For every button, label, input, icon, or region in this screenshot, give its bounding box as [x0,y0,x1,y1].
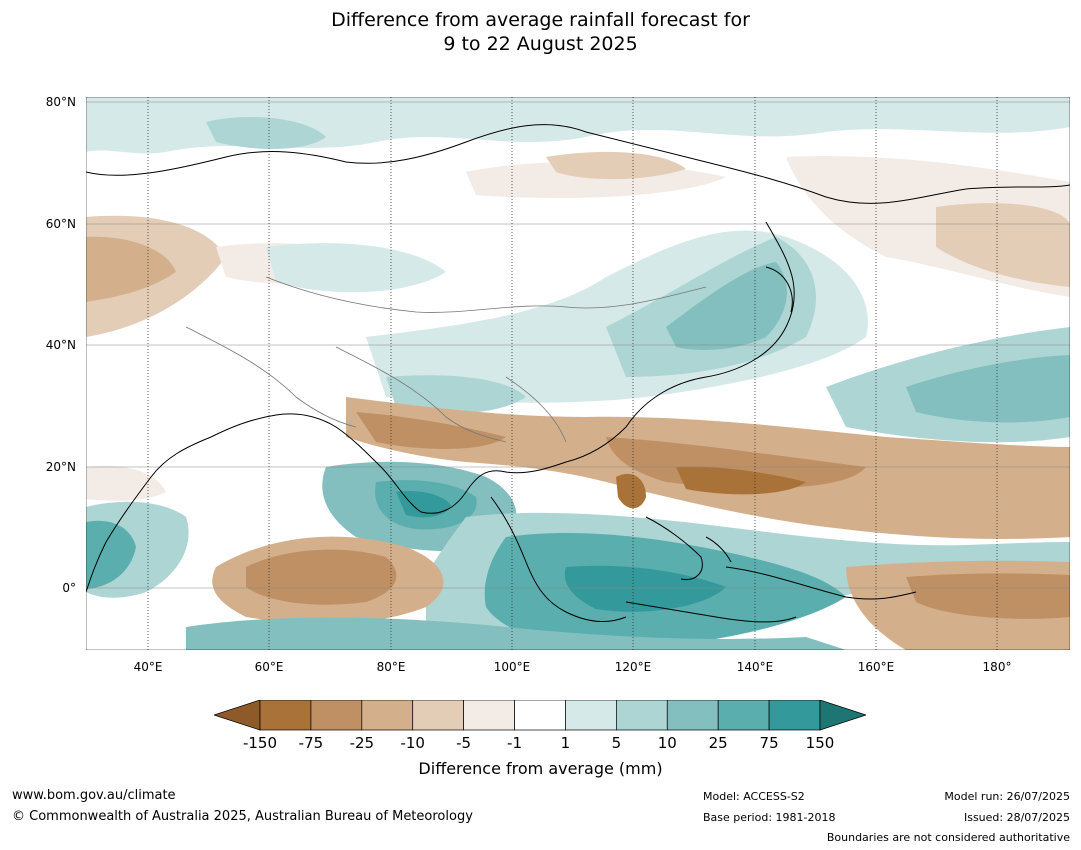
colorbar-segment [259,699,312,731]
colorbar-tick-label: -5 [456,734,472,752]
graticule [86,101,1070,589]
lat-label-60n: 60°N [45,217,76,231]
colorbar-tick-label: -75 [298,734,324,752]
region-wet-north [86,97,1070,154]
colorbar-graphic [212,699,868,731]
colorbar [212,699,868,734]
colorbar-segment [565,699,617,731]
copyright-text: © Commonwealth of Australia 2025, Austra… [12,809,473,824]
lat-label-20n: 20°N [45,460,76,474]
region-wet-africa [86,520,136,589]
colorbar-tick-label: -150 [242,734,278,752]
lon-label-100e: 100°E [493,660,531,674]
model-run-date: Model run: 26/07/2025 [944,790,1070,803]
region-wet-central-asia [266,243,446,293]
region-wet-tibet [386,375,526,414]
title-line-1: Difference from average rainfall forecas… [331,9,750,31]
region-dry-arabia [86,465,166,501]
region-wet-arctic-1 [206,117,326,149]
colorbar-title: Difference from average (mm) [418,759,663,778]
region-dry-philippine-sea-2 [616,473,646,509]
colorbar-segment [463,699,515,731]
lon-label-160e: 160°E [857,660,895,674]
colorbar-segment [616,699,668,731]
base-period: Base period: 1981-2018 [703,811,836,824]
region-wet-maritime-3 [564,565,726,612]
colorbar-tick-label: 25 [708,734,728,752]
colorbar-tick-label: 5 [611,734,622,752]
colorbar-segment [717,699,770,731]
region-dry-west-2 [86,236,176,302]
colorbar-tick-label: 10 [657,734,677,752]
region-wet-pacific-2 [906,355,1070,423]
colorbar-segment [514,699,566,731]
region-dry-south-pacific-2 [906,573,1070,619]
colorbar-extend-low [212,699,261,731]
colorbar-tick-label: -25 [349,734,375,752]
lat-label-80n: 80°N [45,95,76,109]
colorbar-tick-label: -10 [400,734,425,752]
region-dry-subtropical-3 [606,437,866,489]
colorbar-segment [361,699,414,731]
lon-label-80e: 80°E [376,660,406,674]
meridians [147,97,998,650]
colorbar-segment [310,699,363,731]
map-title: Difference from average rainfall forecas… [0,8,1081,56]
region-wet-east-asia-3 [666,262,787,350]
issued-date: Issued: 28/07/2025 [963,811,1070,824]
region-dry-philippine-sea [676,466,806,495]
website-link[interactable]: www.bom.gov.au/climate [12,788,176,803]
lat-label-40n: 40°N [45,338,76,352]
title-line-2: 9 to 22 August 2025 [443,33,638,55]
coastlines [86,124,1070,623]
rainfall-map [86,97,1070,650]
colorbar-extend-high [819,699,868,731]
region-dry-south-indian-2 [246,549,397,605]
map-canvas [86,97,1070,650]
colorbar-segment [768,699,821,731]
lon-label-60e: 60°E [254,660,284,674]
lon-label-140e: 140°E [736,660,774,674]
region-dry-north-2 [546,151,686,180]
boundaries-disclaimer: Boundaries are not considered authoritat… [826,831,1070,844]
colorbar-segment [412,699,464,731]
region-wet-southern [186,617,846,650]
region-wet-bay-bengal-2 [396,491,451,518]
lat-label-0: 0° [62,581,76,595]
region-dry-subtropical-2 [356,412,506,449]
colorbar-tick-label: 1 [560,734,571,752]
lon-label-120e: 120°E [614,660,652,674]
colorbar-tick-label: 150 [805,734,835,752]
country-borders [185,276,707,443]
colorbar-tick-label: -1 [507,734,523,752]
lon-label-40e: 40°E [133,660,163,674]
colorbar-tick-label: 75 [759,734,779,752]
colorbar-segment [666,699,719,731]
model-name: Model: ACCESS-S2 [703,790,805,803]
lon-label-180: 180° [982,660,1012,674]
